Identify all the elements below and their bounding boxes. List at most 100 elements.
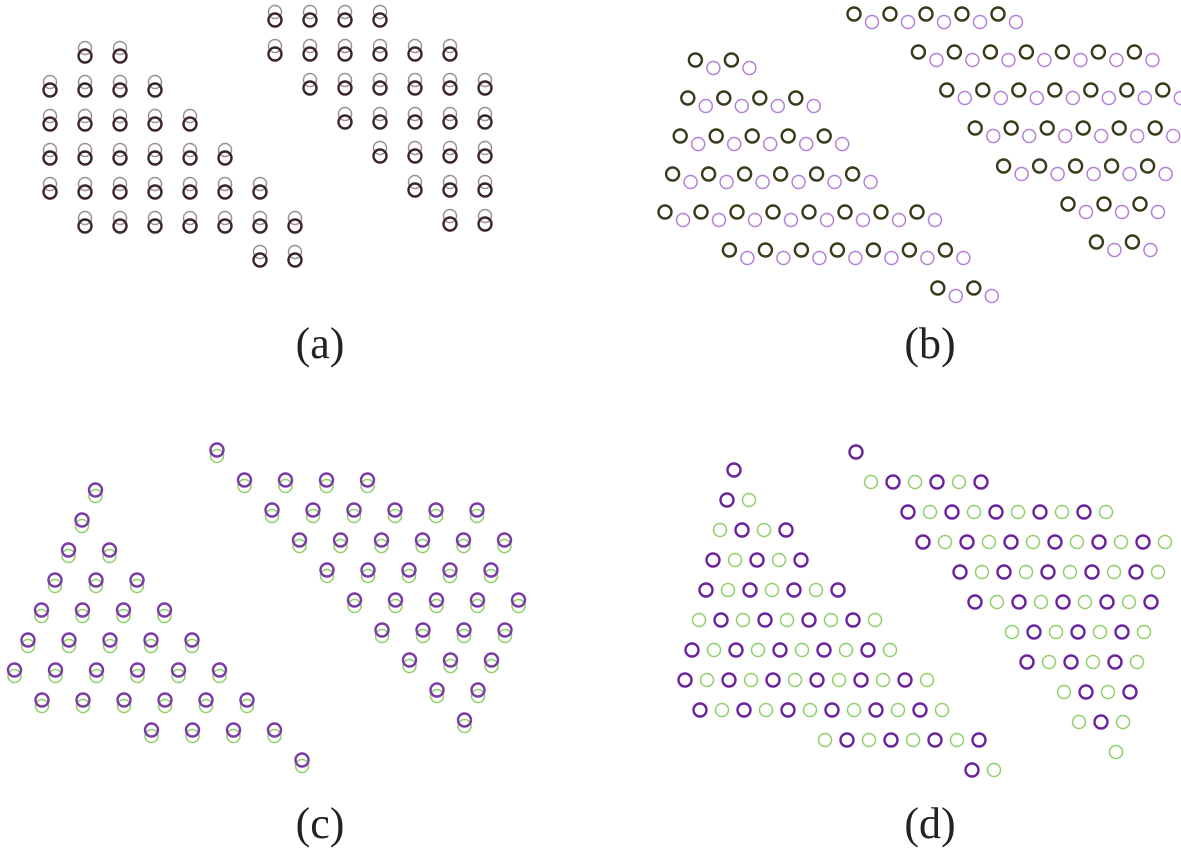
front-point: [470, 682, 486, 698]
front-point: [757, 242, 774, 258]
front-point: [337, 80, 353, 96]
back-point: [1145, 52, 1160, 68]
front-point: [129, 662, 146, 678]
front-point: [182, 218, 198, 234]
back-point: [157, 698, 173, 714]
front-point: [1107, 654, 1123, 670]
back-point: [75, 608, 90, 624]
back-point: [157, 608, 172, 624]
back-point: [237, 478, 252, 494]
front-point: [77, 116, 93, 132]
back-point: [1054, 504, 1070, 520]
front-point: [975, 82, 991, 98]
front-point: [77, 48, 93, 64]
front-point: [372, 12, 388, 28]
front-point: [954, 6, 970, 22]
back-point: [1122, 166, 1137, 182]
front-point: [497, 622, 513, 638]
back-point: [1018, 564, 1034, 580]
back-point: [442, 174, 458, 190]
back-point: [47, 578, 63, 594]
front-point: [401, 562, 417, 578]
front-point: [442, 80, 458, 96]
front-point: [971, 732, 987, 748]
front-point: [868, 702, 884, 718]
back-point: [875, 672, 891, 688]
panel-label-a: (a): [295, 319, 345, 368]
front-point: [112, 150, 128, 166]
back-point: [798, 136, 814, 152]
front-point: [302, 12, 318, 28]
front-point: [853, 672, 869, 688]
front-point: [693, 204, 709, 220]
back-point: [1173, 90, 1181, 106]
back-point: [900, 14, 916, 30]
back-point: [891, 212, 907, 228]
back-point: [743, 672, 759, 688]
front-point: [816, 128, 832, 144]
front-point: [996, 564, 1012, 580]
front-point: [897, 672, 913, 688]
back-point: [948, 288, 964, 304]
front-point: [726, 462, 742, 478]
front-point: [414, 532, 431, 548]
back-point: [929, 52, 944, 68]
front-point: [77, 184, 93, 200]
back-point: [711, 212, 727, 228]
front-point: [705, 552, 721, 568]
back-point: [198, 698, 214, 714]
front-point: [1018, 44, 1035, 60]
back-point: [443, 658, 458, 674]
front-point: [816, 642, 832, 658]
back-point: [42, 108, 58, 124]
back-point: [1062, 564, 1078, 580]
back-point: [1137, 90, 1153, 106]
back-point: [477, 72, 493, 88]
front-point: [442, 652, 459, 668]
front-point: [967, 120, 983, 136]
back-point: [347, 598, 362, 614]
back-point: [442, 568, 458, 584]
back-point: [1129, 654, 1145, 670]
back-point: [1108, 744, 1124, 760]
front-point: [496, 532, 513, 548]
panel-label-b: (b): [904, 319, 956, 368]
front-point: [143, 632, 159, 648]
back-point: [1057, 128, 1073, 144]
back-point: [402, 658, 417, 674]
back-point: [267, 38, 283, 54]
front-point: [967, 594, 983, 610]
back-point: [185, 728, 200, 744]
front-point: [387, 502, 403, 518]
back-point: [1100, 684, 1116, 700]
back-point: [319, 478, 334, 494]
back-point: [75, 698, 91, 714]
front-point: [736, 702, 752, 718]
front-point: [456, 622, 472, 638]
back-point: [130, 668, 145, 684]
front-point: [428, 592, 445, 608]
front-point: [337, 12, 353, 28]
back-point: [129, 578, 145, 594]
back-point: [802, 702, 818, 718]
front-point: [287, 252, 303, 268]
front-point: [1060, 196, 1076, 212]
front-point: [182, 116, 198, 132]
front-point: [294, 752, 310, 768]
front-point: [657, 204, 673, 220]
back-point: [1086, 166, 1101, 182]
front-point: [74, 512, 90, 528]
front-point: [1093, 714, 1109, 730]
back-point: [1056, 684, 1072, 700]
back-point: [287, 244, 303, 260]
back-point: [720, 582, 736, 598]
front-point: [77, 82, 93, 98]
front-point: [287, 218, 303, 234]
front-point: [47, 662, 64, 678]
back-point: [112, 210, 128, 226]
back-point: [457, 718, 472, 734]
back-point: [922, 504, 938, 520]
back-point: [1021, 128, 1037, 144]
front-point: [846, 6, 862, 22]
back-point: [806, 98, 822, 114]
